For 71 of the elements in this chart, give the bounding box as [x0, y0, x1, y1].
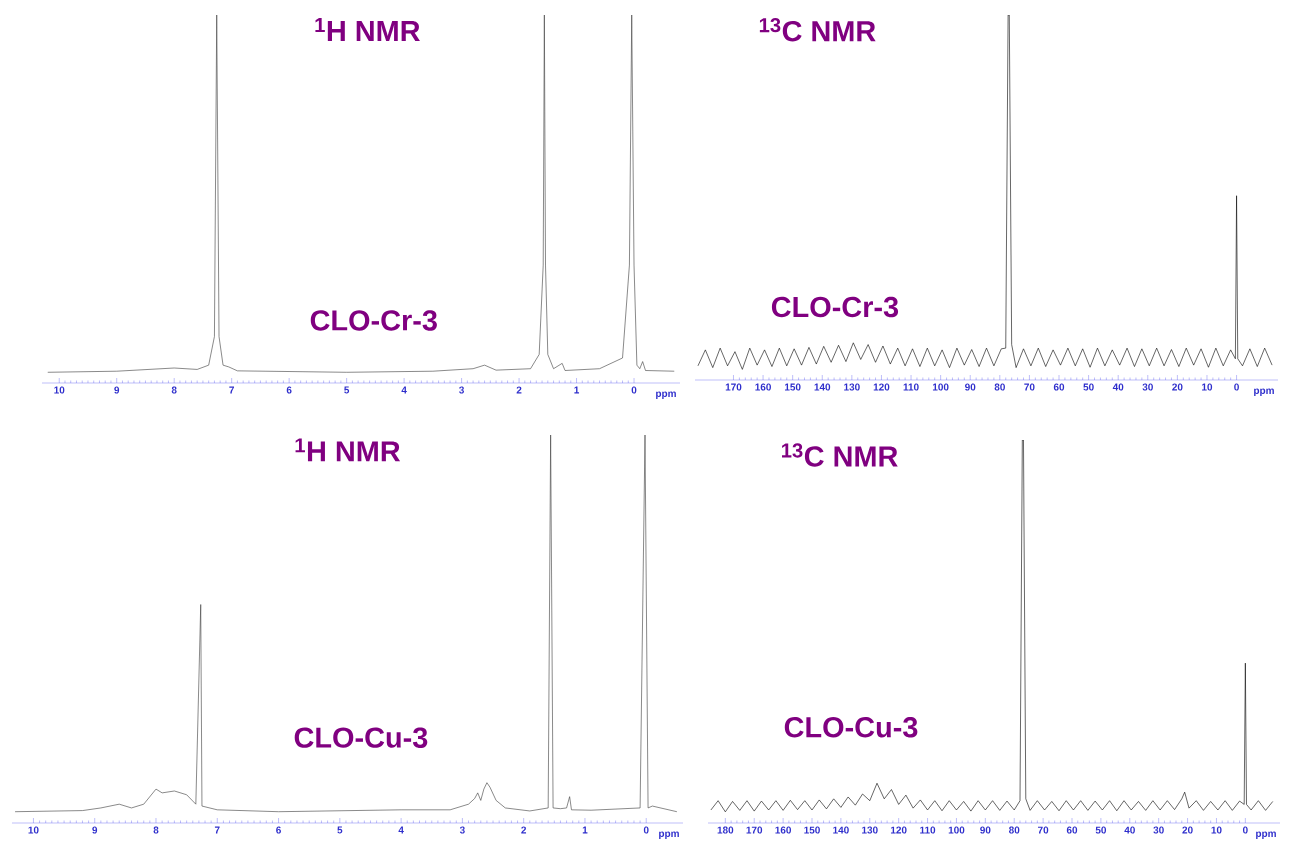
x-tick-label: 60: [1066, 826, 1078, 834]
x-tick-label: 80: [994, 383, 1005, 391]
x-tick-label: 5: [337, 826, 343, 834]
x-tick-label: 1: [574, 386, 580, 394]
annotation: CLO-Cu-3: [294, 727, 428, 748]
x-tick-label: 8: [153, 826, 159, 834]
x-tick-label: 150: [804, 826, 820, 834]
x-tick-label: 10: [28, 826, 39, 834]
annotation: CLO-Cr-3: [310, 310, 437, 331]
x-tick-label: 3: [459, 386, 464, 394]
x-tick-label: 0: [643, 826, 649, 834]
x-tick-label: 40: [1112, 383, 1124, 391]
x-tick-label: 6: [276, 826, 281, 834]
x-tick-label: 60: [1053, 383, 1065, 391]
chart-title: $^{1}$H NMR: [295, 438, 401, 462]
x-axis-title: ppm: [1256, 831, 1276, 839]
chart-title: $^{13}$C NMR: [759, 18, 876, 42]
x-axis-title: ppm: [659, 831, 679, 839]
x-tick-label: 3: [459, 826, 465, 834]
x-tick-label: 9: [114, 386, 120, 394]
x-tick-label: 120: [873, 383, 890, 391]
x-tick-label: 10: [54, 386, 65, 394]
x-tick-label: 130: [844, 383, 860, 391]
x-tick-label: 0: [1234, 383, 1239, 391]
x-tick-label: 110: [903, 383, 919, 391]
x-tick-label: 10: [1202, 383, 1213, 391]
chart-title: $^{1}$H NMR: [315, 18, 420, 41]
x-axis-title: ppm: [656, 391, 676, 399]
x-tick-label: 130: [862, 826, 878, 834]
x-tick-label: 4: [401, 386, 407, 394]
x-tick-label: 30: [1142, 383, 1153, 391]
x-tick-label: 2: [521, 826, 527, 834]
x-tick-label: 110: [920, 826, 936, 834]
chart-title: $^{13}$C NMR: [782, 443, 898, 467]
x-axis-title: ppm: [1254, 388, 1274, 396]
x-tick-label: 170: [725, 383, 742, 391]
x-tick-label: 160: [775, 826, 792, 834]
annotation: CLO-Cr-3: [771, 296, 899, 318]
x-tick-label: 70: [1024, 383, 1035, 391]
x-tick-label: 180: [717, 826, 734, 834]
x-tick-label: 120: [890, 826, 907, 834]
x-tick-label: 5: [344, 386, 350, 394]
x-tick-label: 4: [398, 826, 404, 834]
x-tick-label: 20: [1182, 826, 1193, 834]
x-tick-label: 80: [1009, 826, 1020, 834]
x-tick-label: 160: [755, 383, 771, 391]
x-tick-label: 50: [1083, 383, 1094, 391]
x-tick-label: 90: [980, 826, 991, 834]
x-tick-label: 100: [932, 383, 949, 391]
x-tick-label: 1: [582, 826, 588, 834]
x-tick-label: 7: [214, 826, 220, 834]
x-tick-label: 150: [784, 383, 801, 391]
x-tick-label: 8: [171, 386, 177, 394]
x-tick-label: 90: [965, 383, 976, 391]
x-tick-label: 70: [1038, 826, 1049, 834]
x-tick-label: 10: [1211, 826, 1222, 834]
annotation: CLO-Cu-3: [784, 717, 918, 738]
x-tick-label: 20: [1172, 383, 1183, 391]
x-tick-label: 100: [948, 826, 965, 834]
x-tick-label: 140: [814, 383, 831, 391]
x-tick-label: 0: [1242, 826, 1248, 834]
x-tick-label: 50: [1095, 826, 1107, 834]
x-tick-label: 0: [631, 386, 637, 394]
x-tick-label: 170: [746, 826, 763, 834]
x-tick-label: 30: [1153, 826, 1164, 834]
x-tick-label: 7: [229, 386, 235, 394]
x-tick-label: 9: [92, 826, 98, 834]
x-tick-label: 6: [286, 386, 292, 394]
x-tick-label: 40: [1124, 826, 1135, 834]
x-tick-label: 2: [516, 386, 522, 394]
x-tick-label: 140: [833, 826, 849, 834]
